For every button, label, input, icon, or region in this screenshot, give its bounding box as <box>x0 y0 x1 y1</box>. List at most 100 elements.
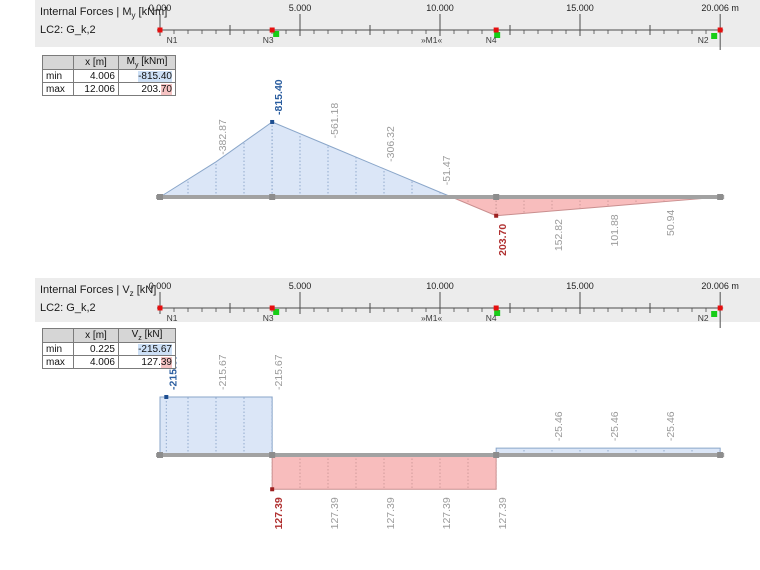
node-label: N3 <box>263 313 274 323</box>
value-label: 127.39 <box>497 497 509 529</box>
value-label: -25.46 <box>665 411 677 441</box>
max-row-label: max <box>42 82 74 96</box>
support-marker <box>494 32 501 38</box>
node-marker <box>493 27 499 33</box>
shear-minmax-table: x [m] Vz [kN] min 0.225 -215.67 max 4.00… <box>42 328 176 369</box>
min-point-marker <box>164 394 169 399</box>
node-marker <box>717 27 723 33</box>
ruler-tick-label: 15.000 <box>566 3 594 13</box>
max-x-value: 12.006 <box>73 82 119 96</box>
node-marker <box>493 305 499 311</box>
table-row-min: min 0.225 -215.67 <box>42 342 176 356</box>
beam-node-marker <box>157 452 163 458</box>
support-marker <box>273 31 280 37</box>
value-label: -51.47 <box>441 155 453 185</box>
value-column-header: My [kNm] <box>118 55 176 70</box>
node-label: N1 <box>167 313 178 323</box>
value-column-header: Vz [kN] <box>118 328 176 343</box>
node-marker <box>269 27 275 33</box>
min-x-value: 4.006 <box>73 69 119 83</box>
panel-moment-header-strip <box>35 0 760 47</box>
value-label: 127.39 <box>385 497 397 529</box>
value-label: 127.39 <box>329 497 341 529</box>
beam-node-marker <box>493 194 500 200</box>
table-row-max: max 4.006 127.39 <box>42 355 176 369</box>
value-label: -25.46 <box>553 411 565 441</box>
negative-force-region <box>158 121 452 198</box>
value-label: 50.94 <box>665 210 677 236</box>
beam-node-marker <box>717 452 724 458</box>
panel-moment-title-block: Internal Forces | My [kNm] LC2: G_k,2 <box>40 5 167 38</box>
moment-minmax-table: x [m] My [kNm] min 4.006 -815.40 max 12.… <box>42 55 176 96</box>
min-row-label: min <box>42 342 74 356</box>
value-label: -306.32 <box>385 126 397 162</box>
min-row-label: min <box>42 69 74 83</box>
ruler-tick-label: 5.000 <box>289 3 312 13</box>
ruler-tick-label: 5.000 <box>289 281 312 291</box>
max-point-marker <box>270 487 275 492</box>
node-marker <box>157 27 163 33</box>
member-label: »M1« <box>421 35 443 45</box>
beam-node-marker <box>493 452 500 458</box>
ruler-tick-label: 20.006 m <box>701 3 739 13</box>
max-value: 127.39 <box>118 355 176 369</box>
value-label: -561.18 <box>329 103 341 139</box>
support-marker <box>494 310 501 316</box>
node-label: N2 <box>698 313 709 323</box>
node-marker <box>269 305 275 311</box>
value-label: -215.67 <box>217 354 229 390</box>
value-label: 127.39 <box>441 497 453 529</box>
node-marker <box>157 305 163 311</box>
panel-shear-title: Internal Forces | Vz [kN] <box>40 284 157 299</box>
value-label: 101.88 <box>609 214 621 246</box>
panel-moment-loadcase: LC2: G_k,2 <box>40 24 96 37</box>
beam-node-marker <box>269 194 276 200</box>
min-x-value: 0.225 <box>73 342 119 356</box>
max-point-marker <box>494 213 499 218</box>
member-label: »M1« <box>421 313 443 323</box>
value-label: 152.82 <box>553 219 565 251</box>
corner-cell <box>42 328 74 343</box>
table-row-max: max 12.006 203.70 <box>42 82 176 96</box>
panel-moment-title: Internal Forces | My [kNm] <box>40 6 168 21</box>
panel-shear-title-block: Internal Forces | Vz [kN] LC2: G_k,2 <box>40 283 156 316</box>
value-label: -382.87 <box>217 119 229 155</box>
panel-shear-loadcase: LC2: G_k,2 <box>40 302 96 315</box>
value-label: -815.40 <box>273 79 285 115</box>
min-value: -215.67 <box>118 342 176 356</box>
panel-shear-header-strip <box>35 278 760 322</box>
value-label: 203.70 <box>497 224 509 256</box>
value-label: -215.67 <box>273 354 285 390</box>
ruler-tick-label: 10.000 <box>426 281 454 291</box>
x-column-header: x [m] <box>73 55 119 70</box>
node-label: N3 <box>263 35 274 45</box>
node-label: N2 <box>698 35 709 45</box>
x-column-header: x [m] <box>73 328 119 343</box>
node-label: N1 <box>167 35 178 45</box>
support-marker <box>273 309 280 315</box>
beam-node-marker <box>717 194 724 200</box>
ruler-tick-label: 0.000 <box>149 281 172 291</box>
ruler-tick-label: 20.006 m <box>701 281 739 291</box>
min-value: -815.40 <box>118 69 176 83</box>
ruler-tick-label: 15.000 <box>566 281 594 291</box>
beam-node-marker <box>269 452 276 458</box>
min-point-marker <box>270 119 275 124</box>
max-row-label: max <box>42 355 74 369</box>
ruler-tick-label: 0.000 <box>149 3 172 13</box>
node-marker <box>717 305 723 311</box>
beam-node-marker <box>157 194 163 200</box>
corner-cell <box>42 55 74 70</box>
support-marker <box>711 33 718 39</box>
node-label: N4 <box>486 35 497 45</box>
table-row-min: min 4.006 -815.40 <box>42 69 176 83</box>
support-marker <box>711 311 718 317</box>
value-label: 127.39 <box>273 497 285 529</box>
max-value: 203.70 <box>118 82 176 96</box>
ruler-tick-label: 10.000 <box>426 3 454 13</box>
max-x-value: 4.006 <box>73 355 119 369</box>
value-label: -25.46 <box>609 411 621 441</box>
node-label: N4 <box>486 313 497 323</box>
positive-force-region <box>451 196 721 217</box>
